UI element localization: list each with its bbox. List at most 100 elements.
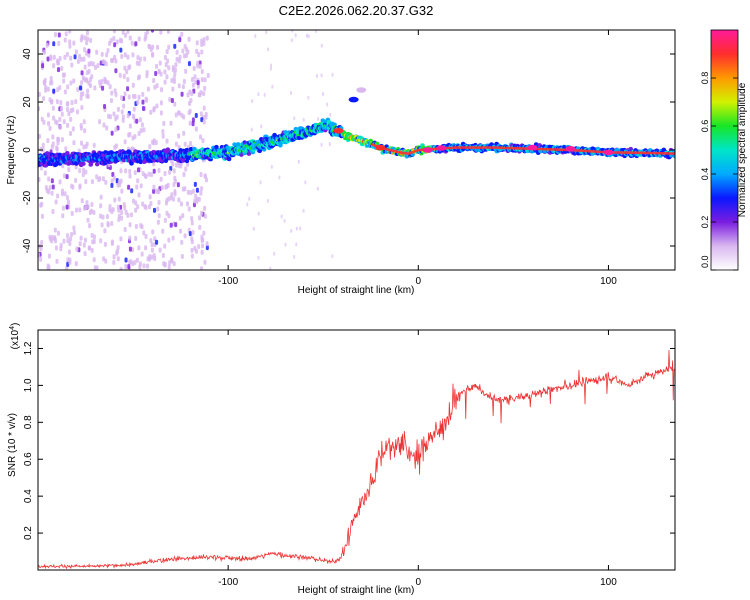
- noise-cell: [251, 99, 254, 104]
- noise-cell: [87, 68, 91, 74]
- x-tick-label: 0: [416, 577, 422, 588]
- noise-cell: [44, 87, 48, 93]
- noise-cell: [128, 222, 132, 228]
- noise-cell: [194, 112, 198, 118]
- noise-cell: [171, 86, 175, 92]
- scale-label-prefix: (x10: [10, 329, 21, 349]
- noise-cell: [92, 239, 96, 245]
- noise-cell: [110, 178, 114, 184]
- noise-cell: [46, 138, 50, 144]
- noise-cell: [183, 43, 187, 49]
- noise-cell: [74, 177, 78, 183]
- noise-cell: [137, 94, 141, 100]
- noise-cell: [137, 245, 141, 251]
- noise-cell: [156, 206, 160, 212]
- noise-cell: [180, 31, 184, 37]
- noise-cell: [119, 168, 123, 174]
- noise-cell: [200, 49, 204, 55]
- noise-cell: [295, 226, 298, 231]
- noise-cell: [270, 63, 273, 68]
- noise-cell: [152, 107, 156, 113]
- noise-cell: [135, 60, 139, 66]
- noise-cell: [280, 214, 283, 219]
- noise-cell: [151, 51, 155, 57]
- noise-cell: [67, 167, 71, 173]
- noise-cell: [47, 176, 51, 182]
- noise-cell: [129, 259, 133, 265]
- noise-cell: [320, 43, 323, 48]
- noise-cell: [123, 91, 127, 97]
- noise-cell: [125, 69, 129, 75]
- noise-cell: [150, 242, 154, 248]
- noise-cell: [138, 117, 142, 123]
- x-tick-label: -100: [218, 577, 238, 588]
- noise-cell: [193, 245, 197, 251]
- noise-cell: [150, 172, 154, 178]
- noise-cell: [50, 178, 54, 184]
- noise-cell: [294, 33, 297, 38]
- noise-cell: [110, 130, 114, 136]
- noise-cell: [112, 111, 116, 117]
- noise-cell: [159, 110, 163, 116]
- noise-cell: [127, 264, 131, 270]
- noise-cell: [123, 227, 127, 233]
- ridge-cell: [214, 144, 219, 150]
- noise-cell: [108, 204, 112, 210]
- noise-cell: [197, 92, 201, 98]
- noise-cell: [98, 176, 102, 182]
- bottom-x-axis-label: Height of straight line (km): [298, 585, 415, 596]
- noise-cell: [154, 71, 158, 77]
- noise-cell: [133, 260, 137, 266]
- noise-cell: [110, 57, 114, 63]
- noise-cell: [290, 228, 293, 233]
- noise-cell: [85, 50, 89, 56]
- noise-cell: [52, 54, 56, 60]
- noise-cell: [130, 40, 134, 46]
- bottom-y-ticks: 0.2 0.4 0.6 0.8 1.0 1.2: [23, 341, 675, 540]
- noise-cell: [182, 130, 186, 136]
- noise-cell: [147, 171, 151, 177]
- noise-cell: [63, 191, 67, 197]
- noise-cell: [297, 159, 300, 164]
- noise-cell: [186, 92, 190, 98]
- noise-cell: [173, 43, 177, 49]
- noise-cell: [206, 72, 210, 78]
- noise-cell: [115, 250, 119, 256]
- noise-cell: [175, 49, 179, 55]
- noise-cell: [52, 88, 56, 94]
- noise-cell: [118, 37, 122, 43]
- colorbar-tick-label: 0.2: [700, 216, 710, 229]
- noise-cell: [161, 129, 165, 135]
- noise-cell: [86, 88, 90, 94]
- noise-cell: [191, 117, 195, 123]
- noise-cell: [153, 236, 157, 242]
- noise-cell: [52, 63, 56, 69]
- noise-cell: [198, 215, 202, 221]
- noise-cell: [73, 54, 77, 60]
- noise-cell: [155, 63, 159, 69]
- noise-cell: [144, 245, 148, 251]
- top-y-axis-label: Frequency (Hz): [6, 116, 17, 185]
- noise-cell: [183, 233, 187, 239]
- noise-cell: [170, 257, 174, 263]
- noise-cell: [132, 198, 136, 204]
- noise-cell: [121, 30, 125, 35]
- ridge-cell: [163, 158, 169, 163]
- noise-cell: [173, 178, 177, 184]
- noise-cell: [302, 117, 305, 122]
- noise-cell: [187, 61, 191, 67]
- noise-cell: [100, 78, 104, 84]
- noise-cell: [80, 140, 84, 146]
- y-tick-label: 0.6: [23, 452, 34, 466]
- noise-cell: [141, 99, 145, 105]
- noise-cell: [38, 177, 41, 183]
- noise-cell: [89, 37, 93, 43]
- noise-cell: [140, 224, 144, 230]
- noise-cell: [126, 77, 130, 83]
- noise-cell: [70, 62, 74, 68]
- noise-cell: [51, 184, 55, 190]
- noise-cell: [183, 141, 187, 147]
- noise-cell: [157, 213, 161, 219]
- noise-cell: [93, 265, 97, 270]
- noise-cell: [98, 79, 102, 85]
